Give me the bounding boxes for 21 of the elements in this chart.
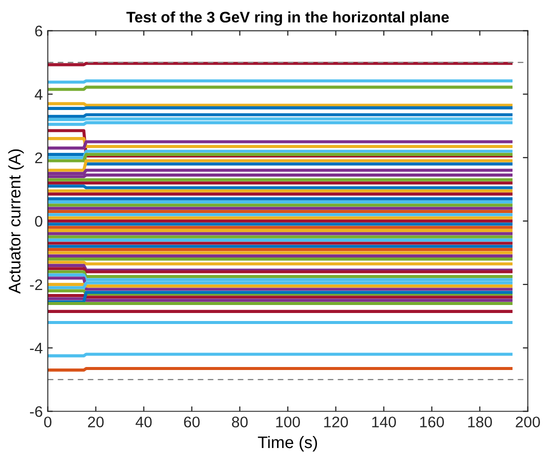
x-tick-label: 100: [276, 416, 300, 428]
x-tick-label: 60: [184, 416, 200, 428]
x-tick-label: 120: [324, 416, 348, 428]
x-tick-label: 20: [88, 416, 104, 428]
x-tick-label: 40: [136, 416, 152, 428]
x-tick-label: 140: [372, 416, 396, 428]
x-tick-label: 180: [468, 416, 492, 428]
x-tick-label: 200: [516, 416, 540, 428]
y-tick-label: 4: [34, 89, 42, 100]
y-axis-title: Actuator current (A): [8, 149, 24, 294]
y-tick-label: 2: [35, 152, 42, 164]
x-tick-label: 160: [420, 416, 444, 428]
y-tick-label: -6: [30, 406, 42, 418]
y-tick-label: -2: [30, 279, 42, 290]
y-tick-label: 0: [35, 216, 42, 227]
x-axis-title: Time (s): [258, 436, 317, 452]
x-tick-label: 0: [44, 416, 52, 428]
x-tick-label: 80: [232, 416, 248, 428]
y-tick-label: -4: [30, 342, 42, 354]
y-tick-label: 6: [35, 26, 42, 36]
chart-title: Test of the 3 GeV ring in the horizontal plane: [126, 11, 449, 26]
